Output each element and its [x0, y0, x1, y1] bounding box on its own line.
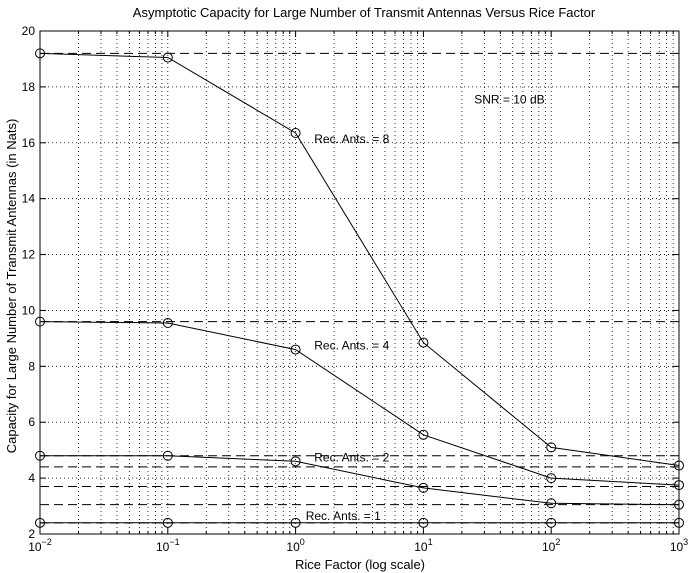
series-line [40, 455, 680, 506]
data-point-marker [546, 473, 557, 484]
x-tick-label: 101 [414, 537, 432, 554]
data-point-marker [35, 48, 45, 59]
y-axis-label: Capacity for Large Number of Transmit An… [4, 119, 19, 454]
data-point-marker [674, 480, 684, 491]
x-tick-label-base: 10 [542, 540, 556, 554]
series-label: Rec. Ants. = 8 [314, 132, 389, 146]
data-point-marker [546, 442, 557, 453]
x-tick-label-base: 10 [414, 540, 428, 554]
chart-title: Asymptotic Capacity for Large Number of … [133, 5, 596, 20]
y-tick-label: 2 [28, 527, 35, 541]
data-point-marker [290, 344, 301, 355]
data-point-marker [290, 127, 301, 138]
data-point-marker [674, 499, 684, 510]
x-tick-label-base: 10 [156, 540, 170, 554]
y-tick-label: 10 [22, 303, 36, 317]
x-tick-label-exponent: −1 [169, 537, 179, 547]
snr-annotation: SNR = 10 dB [474, 93, 544, 107]
series-label: Rec. Ants. = 2 [314, 450, 389, 464]
data-point-marker [35, 517, 45, 528]
y-tick-label: 16 [22, 136, 36, 150]
data-point-marker [162, 450, 173, 461]
data-point-marker [418, 482, 429, 493]
data-point-marker [35, 450, 45, 461]
data-point-marker [674, 517, 684, 528]
data-point-marker [418, 429, 429, 440]
x-tick-label-base: 10 [28, 540, 42, 554]
axes-frame [39, 30, 680, 535]
series-line [39, 321, 680, 486]
x-tick-label-exponent: 1 [428, 537, 433, 547]
data-point-marker [35, 316, 45, 327]
x-tick-label: 100 [286, 537, 304, 554]
data-point-marker [290, 517, 301, 528]
x-tick-label-exponent: −2 [42, 537, 52, 547]
data-point-marker [162, 318, 173, 329]
x-tick-label: 103 [670, 537, 688, 554]
data-point-marker [418, 517, 429, 528]
y-tick-label: 8 [28, 359, 35, 373]
y-tick-label: 20 [22, 24, 36, 38]
x-tick-label-exponent: 3 [683, 537, 688, 547]
data-point-marker [674, 460, 684, 471]
y-tick-label: 12 [22, 248, 36, 262]
x-tick-label-base: 10 [286, 540, 300, 554]
data-point-marker [546, 517, 557, 528]
x-tick-label-exponent: 2 [555, 537, 560, 547]
y-tick-label: 4 [28, 471, 35, 485]
x-tick-label-base: 10 [670, 540, 684, 554]
x-axis-label: Rice Factor (log scale) [295, 557, 425, 572]
data-point-marker [290, 456, 301, 467]
series-label: Rec. Ants. = 1 [306, 509, 381, 523]
y-tick-label: 18 [22, 80, 36, 94]
x-tick-label: 10−2 [28, 537, 52, 554]
y-tick-label: 6 [28, 415, 35, 429]
plot-area: 10−2 10−1 100 101 102 1032468101214161820Rec.… [22, 24, 689, 554]
series-line [39, 52, 680, 466]
data-point-marker [418, 337, 429, 348]
x-tick-label: 102 [542, 537, 560, 554]
x-tick-label: 10−1 [156, 537, 180, 554]
x-tick-label-exponent: 0 [300, 537, 305, 547]
data-point-marker [162, 52, 173, 63]
data-point-marker [546, 498, 557, 509]
data-point-marker [162, 517, 173, 528]
series-label: Rec. Ants. = 4 [314, 339, 389, 353]
y-tick-label: 14 [22, 192, 36, 206]
